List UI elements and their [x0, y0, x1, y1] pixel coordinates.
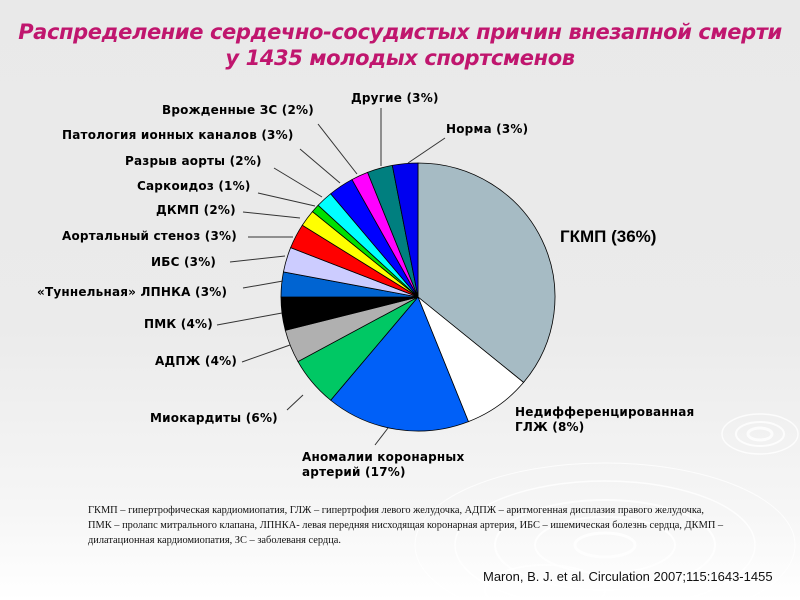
leader-line [299, 148, 341, 184]
leader-line [407, 137, 446, 164]
leader-line [257, 192, 316, 207]
title-line-1: Распределение сердечно-сосудистых причин… [18, 20, 782, 44]
slice-label: Разрыв аорты (2%) [125, 154, 262, 168]
leader-line [317, 123, 358, 175]
leader-line [242, 211, 301, 219]
slide-title: Распределение сердечно-сосудистых причин… [0, 19, 800, 71]
leader-line [216, 312, 283, 326]
slice-label: Миокардиты (6%) [150, 411, 278, 425]
slice-label: АДПЖ (4%) [155, 354, 238, 368]
leader-line [242, 280, 284, 289]
slice-label: Недифференцированная ГЛЖ (8%) [515, 405, 695, 434]
slice-label: Саркоидоз (1%) [137, 179, 251, 193]
slice-label: Норма (3%) [446, 122, 529, 136]
leader-line [241, 344, 291, 363]
title-line-2: у 1435 молодых спортсменов [225, 46, 575, 70]
slice-label: «Туннельная» ЛПНКА (3%) [37, 285, 228, 299]
slice-label: ГКМП (36%) [560, 227, 657, 246]
slice-label: ПМК (4%) [144, 317, 213, 331]
pie-slice [417, 162, 556, 383]
leader-line [273, 167, 323, 198]
slice-label: Патология ионных каналов (3%) [62, 128, 294, 142]
slice-label: Другие (3%) [351, 91, 439, 105]
slice-label: ИБС (3%) [151, 255, 217, 269]
pie-slice [330, 296, 469, 432]
slice-label: ДКМП (2%) [156, 203, 236, 217]
pie-slice [391, 162, 419, 298]
abbreviation-footnote: ГКМП – гипертрофическая кардиомиопатия, … [88, 505, 724, 546]
slice-label: Аортальный стеноз (3%) [62, 229, 237, 243]
citation: Maron, B. J. et al. Circulation 2007;115… [483, 569, 773, 584]
slice-label: Аномалии коронарных артерий (17%) [302, 450, 465, 479]
leader-line [286, 394, 304, 411]
leader-line [374, 427, 389, 446]
slice-label: Врожденные ЗС (2%) [162, 103, 314, 117]
leader-line [229, 255, 286, 263]
